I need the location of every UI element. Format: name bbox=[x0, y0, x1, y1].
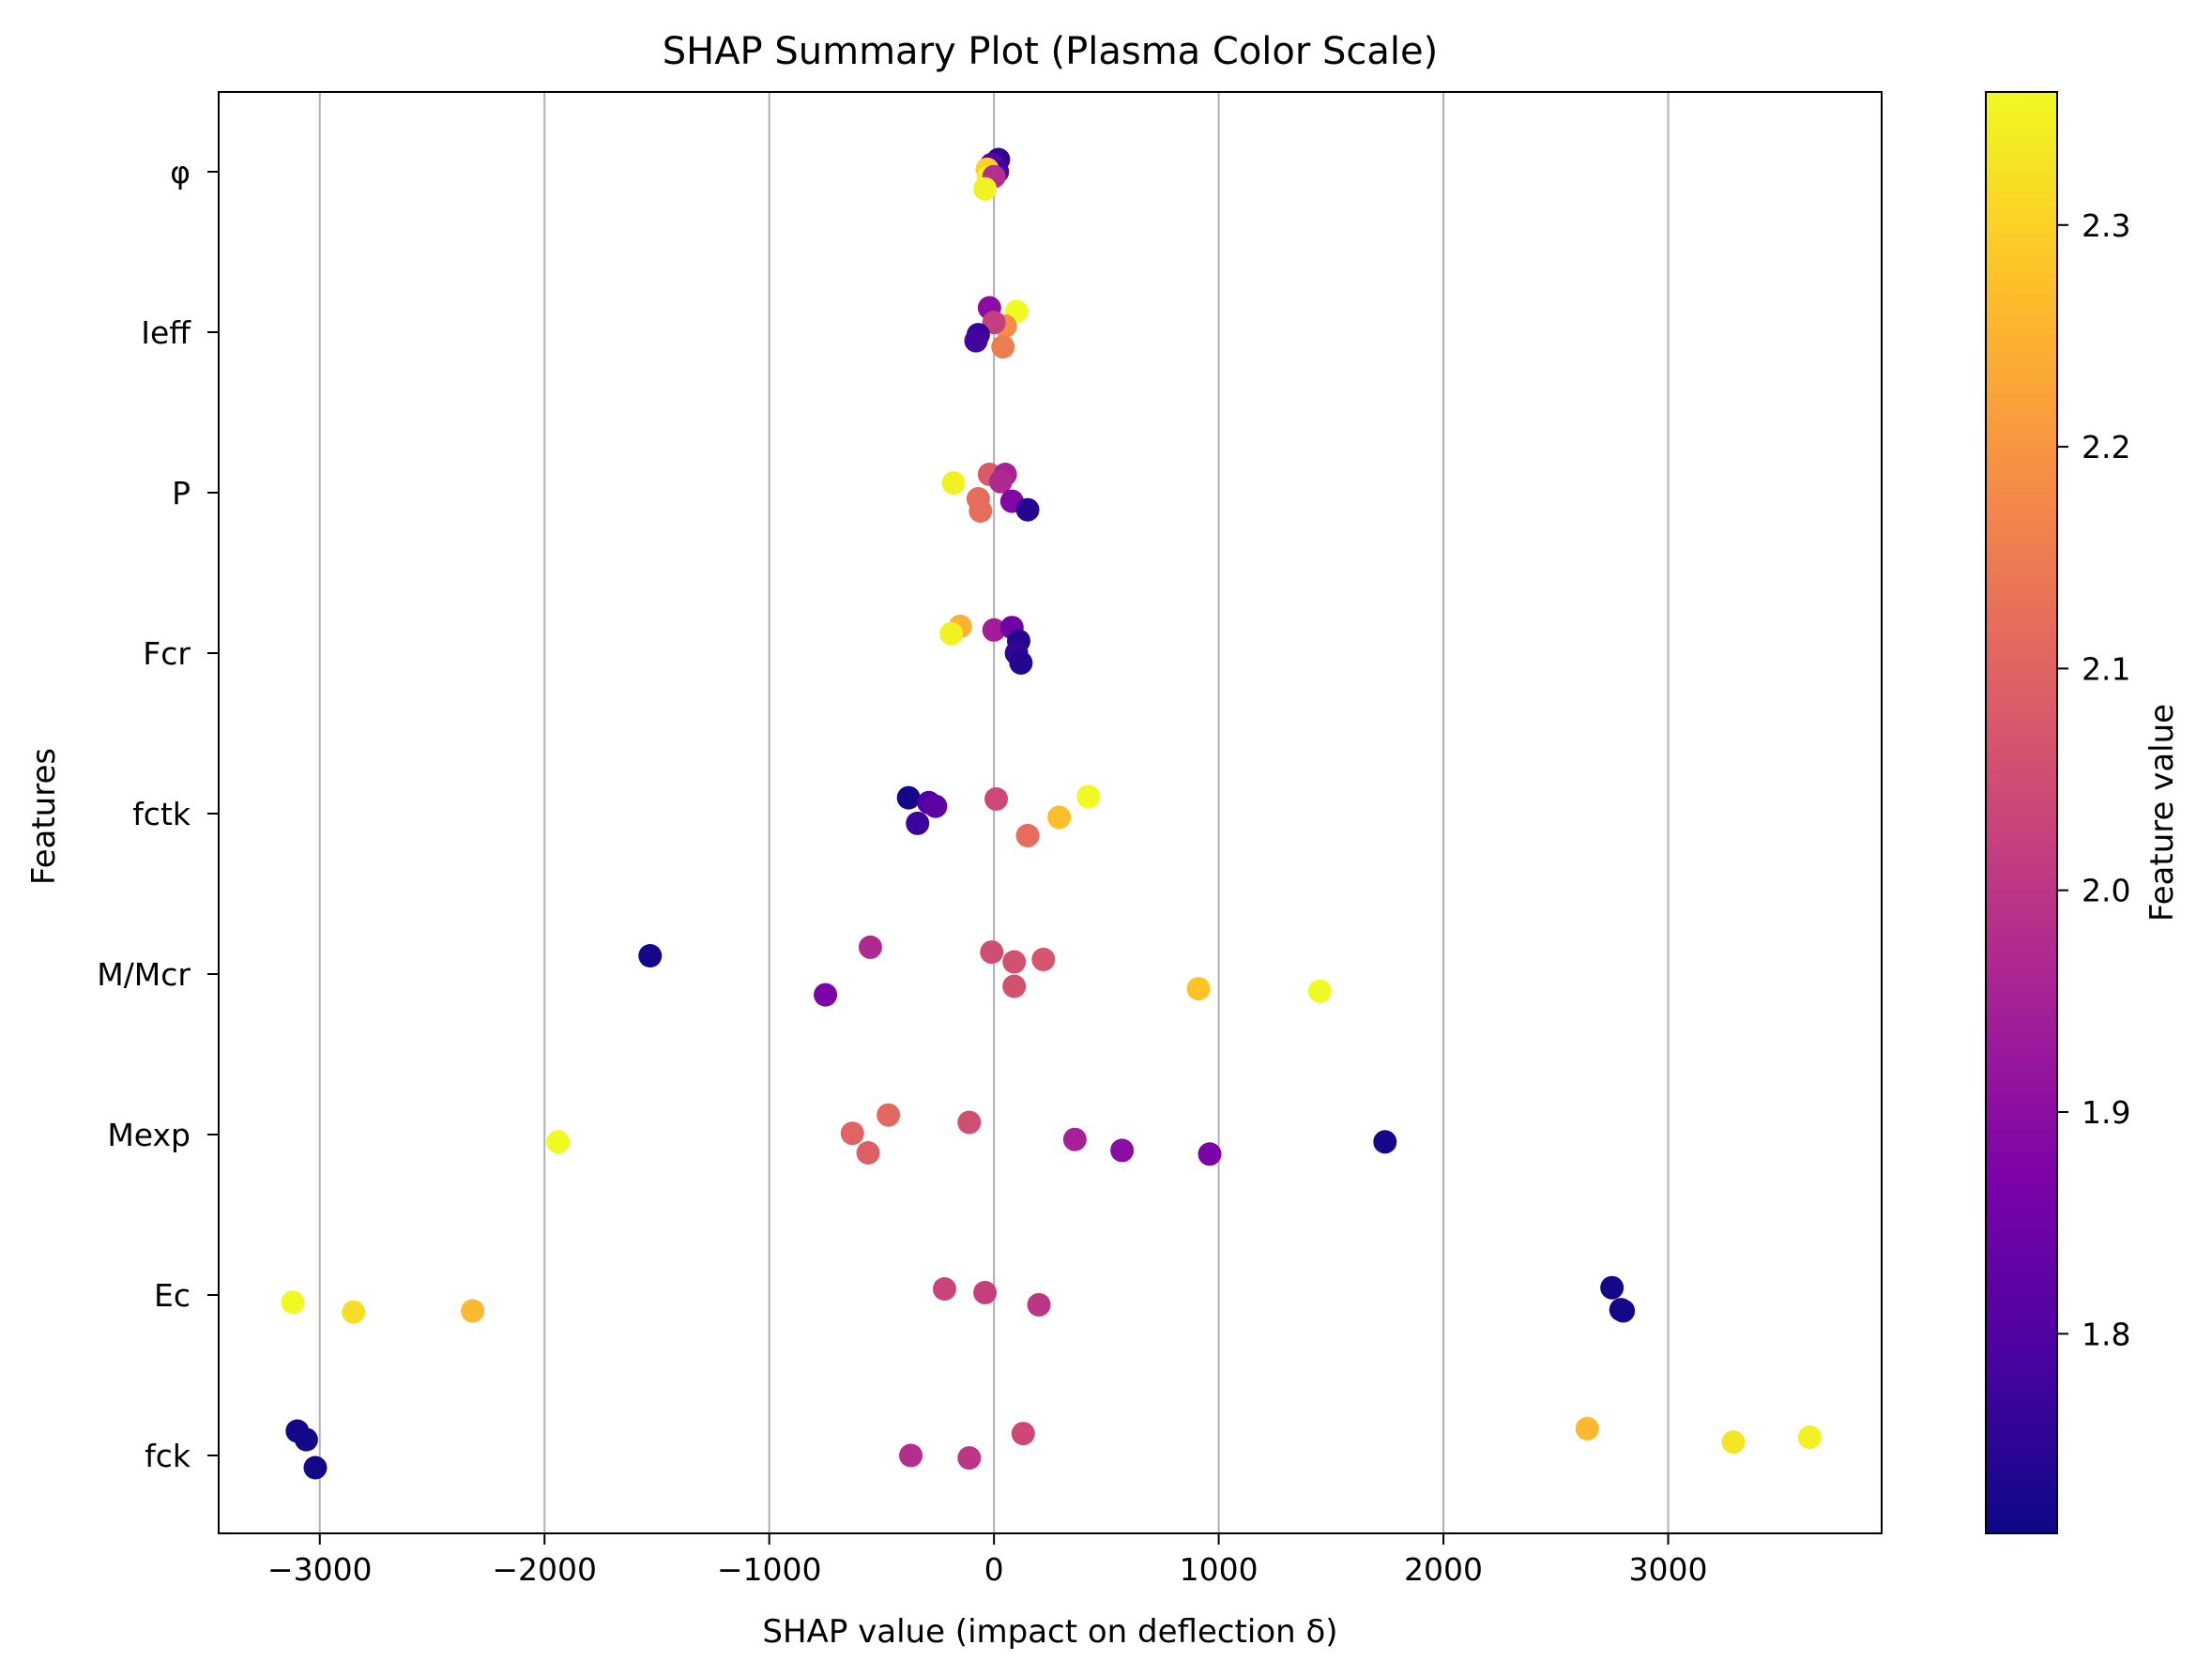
data-point bbox=[546, 1130, 571, 1154]
data-point bbox=[969, 499, 993, 523]
data-point bbox=[973, 176, 998, 201]
x-tick-label: −3000 bbox=[267, 1551, 373, 1588]
data-point bbox=[856, 1141, 880, 1165]
data-point bbox=[973, 1280, 998, 1304]
data-point bbox=[984, 786, 1009, 811]
data-point bbox=[342, 1300, 366, 1324]
data-point bbox=[957, 1446, 982, 1470]
chart-title: SHAP Summary Plot (Plasma Color Scale) bbox=[663, 30, 1439, 73]
data-point bbox=[1002, 950, 1027, 974]
data-point bbox=[1011, 1422, 1035, 1446]
y-tick-label: P bbox=[172, 475, 191, 511]
data-point bbox=[939, 621, 964, 646]
y-tick-label: Fcr bbox=[143, 635, 191, 672]
x-tick-label: −2000 bbox=[492, 1551, 597, 1588]
data-point bbox=[638, 944, 663, 968]
x-tick-label: 2000 bbox=[1404, 1551, 1483, 1588]
data-point bbox=[899, 1443, 923, 1468]
x-tick-label: −1000 bbox=[717, 1551, 822, 1588]
data-point bbox=[1015, 823, 1040, 847]
data-point bbox=[1307, 979, 1332, 1003]
y-tick-label: fck bbox=[145, 1438, 191, 1474]
data-point bbox=[1198, 1142, 1222, 1166]
colorbar-tick-label: 2.2 bbox=[2082, 429, 2130, 465]
data-point bbox=[1797, 1425, 1822, 1449]
data-point bbox=[1027, 1292, 1051, 1317]
data-point bbox=[964, 328, 988, 353]
data-point bbox=[988, 469, 1013, 494]
colorbar-tick-label: 1.8 bbox=[2082, 1316, 2130, 1352]
y-tick-label: φ bbox=[170, 154, 191, 190]
data-point bbox=[1031, 947, 1056, 971]
y-tick-label: Mexp bbox=[107, 1117, 191, 1153]
colorbar-label: Feature value bbox=[2143, 704, 2181, 922]
data-point bbox=[980, 940, 1004, 965]
data-point bbox=[896, 785, 921, 810]
data-point bbox=[814, 983, 838, 1007]
data-point bbox=[957, 1110, 982, 1135]
data-point bbox=[1076, 785, 1101, 809]
data-point bbox=[1373, 1130, 1397, 1154]
data-points bbox=[281, 147, 1822, 1480]
data-point bbox=[991, 335, 1015, 359]
data-point bbox=[932, 1277, 956, 1301]
y-tick-label: Ieff bbox=[141, 314, 191, 351]
x-tick-label: 0 bbox=[984, 1551, 1004, 1588]
data-point bbox=[1600, 1275, 1625, 1300]
colorbar-tick-label: 2.0 bbox=[2082, 873, 2130, 909]
data-point bbox=[923, 794, 948, 818]
x-tick-label: 1000 bbox=[1180, 1551, 1259, 1588]
y-tick-label: Ec bbox=[154, 1277, 191, 1314]
colorbar-ticks: 1.8 1.9 2.0 2.1 2.2 2.3 bbox=[2057, 207, 2130, 1352]
data-point bbox=[1721, 1430, 1746, 1455]
data-point bbox=[877, 1103, 901, 1127]
data-point bbox=[281, 1290, 305, 1315]
data-point bbox=[1047, 805, 1072, 830]
x-axis-label: SHAP value (impact on deflection δ) bbox=[762, 1613, 1337, 1651]
colorbar bbox=[1985, 91, 2058, 1534]
data-point bbox=[303, 1455, 328, 1480]
data-point bbox=[906, 811, 930, 835]
data-point bbox=[982, 617, 1006, 642]
data-point bbox=[1015, 497, 1040, 522]
data-point bbox=[461, 1299, 485, 1323]
y-tick-label: M/Mcr bbox=[97, 956, 191, 993]
data-point bbox=[294, 1427, 318, 1452]
data-point bbox=[1575, 1416, 1599, 1440]
data-point bbox=[858, 935, 882, 959]
data-point bbox=[1002, 974, 1027, 998]
x-axis-ticks: −3000 −2000 −1000 0 1000 2000 3000 bbox=[267, 1533, 1708, 1588]
x-tick-label: 3000 bbox=[1629, 1551, 1708, 1588]
data-point bbox=[1609, 1298, 1633, 1322]
data-point bbox=[1186, 977, 1211, 1001]
data-point bbox=[840, 1121, 864, 1146]
y-axis-label: Features bbox=[25, 748, 63, 885]
data-point bbox=[941, 471, 966, 495]
colorbar-tick-label: 2.3 bbox=[2082, 207, 2130, 244]
data-point bbox=[1062, 1127, 1087, 1151]
colorbar-tick-label: 2.1 bbox=[2082, 650, 2130, 687]
colorbar-tick-label: 1.9 bbox=[2082, 1094, 2130, 1131]
y-axis-ticks: φ Ieff P Fcr fctk M/Mcr Mexp Ec fck bbox=[97, 154, 219, 1474]
y-tick-label: fctk bbox=[132, 796, 191, 832]
data-point bbox=[1009, 650, 1033, 675]
data-point bbox=[1110, 1138, 1135, 1163]
